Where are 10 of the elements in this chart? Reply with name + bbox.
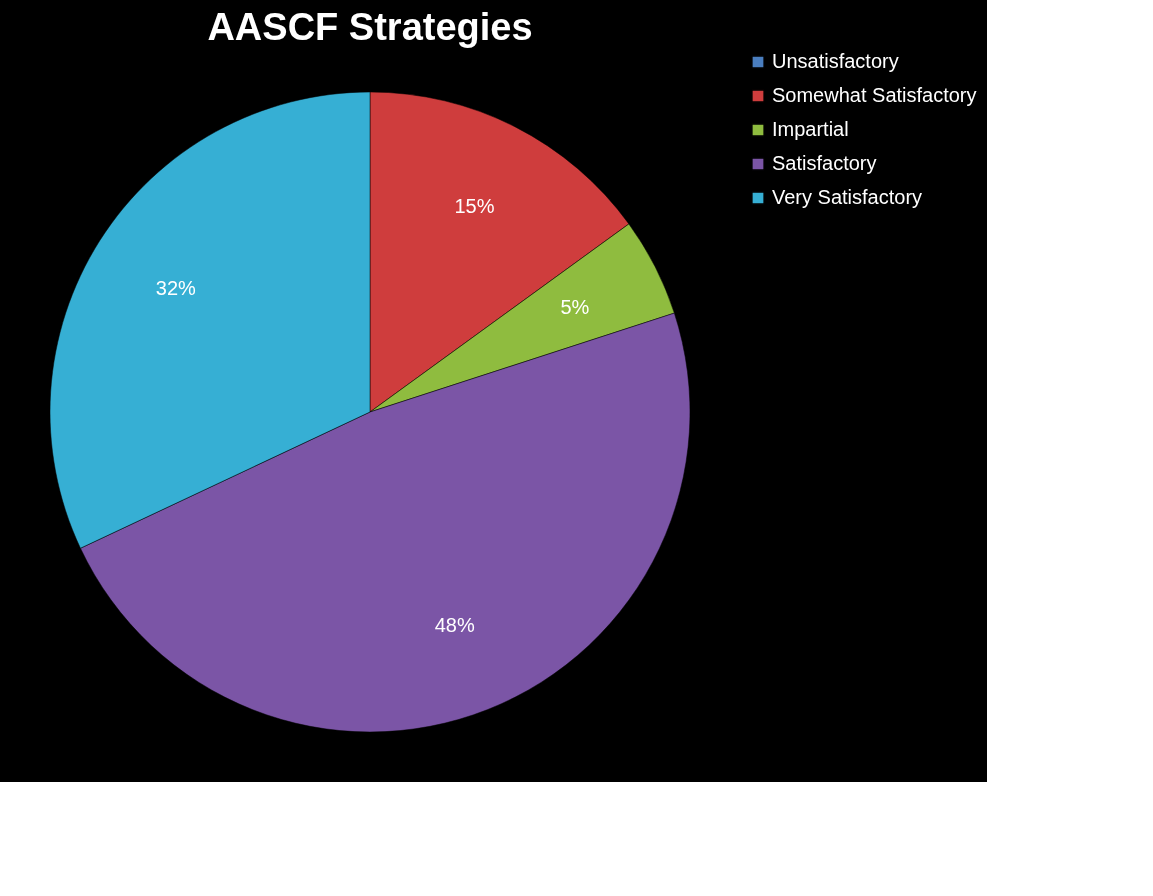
data-label: 32% <box>155 276 197 299</box>
data-label: 5% <box>560 295 590 318</box>
data-label: 15% <box>454 195 495 218</box>
legend-label: Unsatisfactory <box>772 50 899 72</box>
chart-title: AASCF Strategies <box>207 6 533 48</box>
data-label: 48% <box>434 613 475 636</box>
legend-label: Very Satisfactory <box>772 186 923 208</box>
legend-label: Somewhat Satisfactory <box>772 84 977 106</box>
legend-label: Impartial <box>772 118 849 140</box>
legend-label: Satisfactory <box>772 152 877 174</box>
